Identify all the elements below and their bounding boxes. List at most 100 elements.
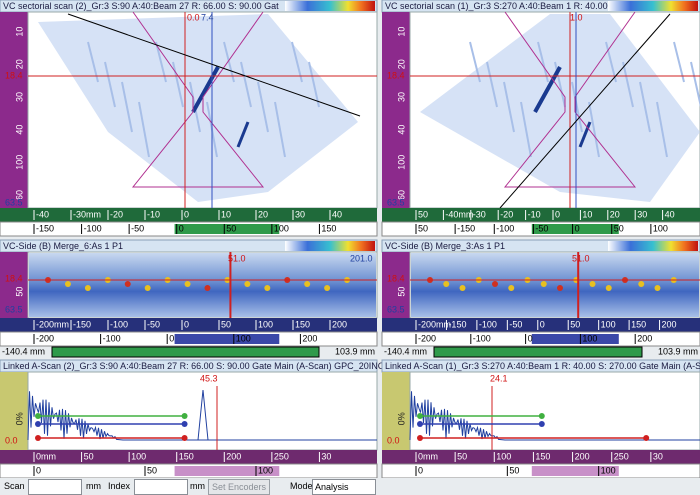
set-encoders-button[interactable]: Set Encoders (208, 479, 270, 495)
scan-field[interactable] (28, 479, 82, 495)
echo-streak (588, 101, 600, 158)
panel-title: VC sectorial scan (1)_Gr:3 S:270 A:40:Be… (385, 1, 608, 11)
echo-streak (172, 61, 184, 108)
cursor-value: 0.0 (187, 12, 200, 22)
echo-streak (622, 61, 634, 108)
left-ruler (0, 372, 28, 450)
range-slider (51, 346, 320, 358)
indication (638, 281, 645, 287)
cursor-value: 63.5 (387, 304, 405, 314)
left-ruler-label: 50 (396, 287, 406, 297)
ruler-label: -200 (418, 333, 436, 343)
left-ruler-label: 100 (396, 155, 406, 170)
left-ruler-label: 0% (396, 412, 406, 425)
ruler-label: 200 (226, 451, 241, 461)
cursor-value: 63.5 (5, 304, 23, 314)
gate-handle (35, 435, 41, 441)
ruler-label: -50 (509, 319, 522, 329)
left-ruler (0, 12, 28, 208)
ruler-label: 30 (321, 451, 331, 461)
index-field[interactable] (134, 479, 188, 495)
ruler-label: 0 (540, 319, 545, 329)
ruler-label: 50 (614, 223, 624, 233)
ruler-label: 200 (575, 451, 590, 461)
color-palette (285, 1, 375, 11)
gate-handle (538, 421, 545, 427)
ruler-label: 10 (221, 209, 231, 219)
ruler-label: 20 (610, 209, 620, 219)
indication (492, 281, 498, 287)
ruler-label: -100 (473, 333, 491, 343)
scan-label: Scan (4, 481, 25, 491)
gate-handle (35, 421, 41, 427)
echo-streak (308, 61, 320, 108)
echo-streak (257, 81, 269, 133)
ruler (382, 318, 700, 332)
ruler-label: -50 (131, 223, 144, 233)
echo-streak (223, 41, 235, 83)
cursor-value: 51.0 (228, 253, 246, 263)
echo-streak (469, 41, 481, 83)
ruler-label: -200 (36, 333, 54, 343)
ruler-label: 100 (258, 319, 273, 329)
echo-streak (571, 81, 583, 133)
indication (578, 121, 592, 148)
indication (589, 281, 596, 287)
panel-title: Linked A-Scan (1)_Gr:3 S:270 A:40:Beam 1… (385, 361, 700, 371)
ruler-label: 150 (535, 451, 550, 461)
echo-streak (486, 61, 498, 108)
indication (84, 285, 91, 291)
ruler-label: 50 (147, 465, 157, 475)
ruler (0, 450, 377, 464)
echo-streak (274, 101, 286, 158)
ruler-label: 10 (582, 209, 592, 219)
ruler-label: 50 (509, 465, 519, 475)
ruler-bar (174, 466, 280, 476)
ruler-label: 150 (631, 319, 646, 329)
ruler-label: 50 (221, 319, 231, 329)
ruler-label: 50 (570, 319, 580, 329)
ruler-label: -50 (147, 319, 160, 329)
echo-streak (537, 41, 549, 83)
ruler-label: -40 (36, 209, 49, 219)
indication (605, 285, 612, 291)
ruler-label: 30 (653, 451, 663, 461)
mode-field[interactable]: Analysis (312, 479, 376, 495)
ruler-label: 50 (457, 451, 467, 461)
ruler-label: 0mm (36, 451, 56, 461)
left-ruler-label: 20 (396, 59, 406, 69)
gate-handle (181, 413, 188, 419)
cursor-value: 0.0 (387, 435, 400, 445)
left-ruler-label: 50 (14, 287, 24, 297)
ruler-label: 100 (131, 451, 146, 461)
ruler-label: -30mm (73, 209, 101, 219)
indication (540, 281, 547, 287)
left-ruler (382, 252, 410, 318)
ruler-label: 150 (179, 451, 194, 461)
cursor-value: 51.0 (572, 253, 590, 263)
weld-overlay (131, 11, 265, 188)
ruler-label: 150 (321, 223, 336, 233)
ruler-label: 0 (169, 333, 174, 343)
cursor-value: 63.5 (5, 197, 23, 207)
left-ruler-label: 40 (14, 125, 24, 135)
echo-streak (503, 81, 515, 133)
image-area (27, 371, 378, 451)
ascan-signal (27, 391, 377, 441)
gate-handle (417, 413, 423, 419)
ruler-bar (531, 466, 619, 476)
echo-streak (155, 41, 167, 83)
indication (324, 285, 331, 291)
ruler (0, 318, 377, 332)
indication (244, 281, 251, 287)
left-ruler-label: 10 (14, 27, 24, 37)
echo-streak (690, 61, 700, 108)
bscan-image (29, 253, 376, 317)
color-palette (608, 1, 698, 11)
ruler-label: 100 (236, 333, 251, 343)
cursor-value: 24.1 (490, 373, 508, 383)
ruler-label: 0mm (418, 451, 438, 461)
range-end: 103.9 mm (658, 346, 698, 356)
indication (533, 66, 562, 113)
